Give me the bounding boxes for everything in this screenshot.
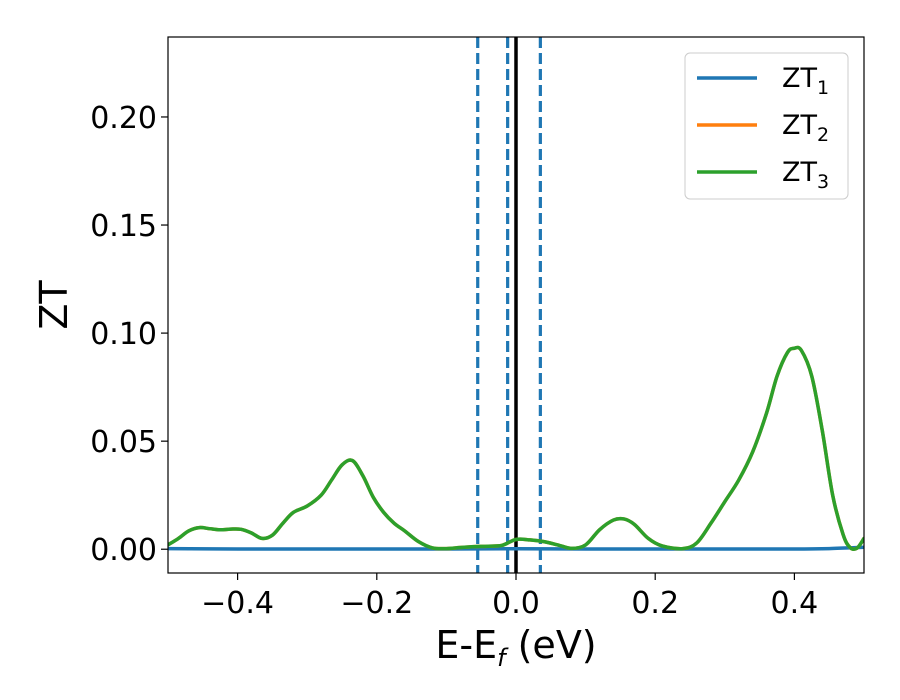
legend-label-zt1: ZT1 (782, 63, 829, 99)
x-tick-label: 0.2 (631, 586, 679, 621)
legend-label-zt2: ZT2 (782, 110, 829, 146)
y-tick-label: 0.15 (90, 209, 157, 244)
y-axis-label: ZT (32, 280, 76, 330)
legend-box (684, 52, 849, 200)
series-line-zt3 (168, 345, 864, 551)
x-axis-label-main: E-E (435, 623, 497, 667)
x-tick-label: 0.0 (492, 586, 540, 621)
x-tick-label: −0.4 (201, 586, 274, 621)
x-tick-label: −0.2 (340, 586, 413, 621)
y-tick-label: 0.10 (90, 317, 157, 352)
series-line-zt1 (168, 545, 864, 551)
legend: ZT1 ZT2 ZT3 (684, 52, 849, 200)
y-tick-label: 0.20 (90, 101, 157, 136)
reference-lines (476, 37, 542, 573)
x-axis-label: E-Ef (eV) (435, 623, 596, 672)
x-tick-label: 0.4 (771, 586, 819, 621)
x-axis-label-unit: (eV) (506, 623, 597, 667)
y-tick-label: 0.05 (90, 425, 157, 460)
y-axis-ticks: 0.00 0.05 0.10 0.15 0.20 (90, 101, 168, 568)
series-layer (168, 345, 864, 551)
legend-label-zt3: ZT3 (782, 157, 829, 193)
x-axis-ticks: −0.4 −0.2 0.0 0.2 0.4 (201, 573, 818, 621)
y-tick-label: 0.00 (90, 533, 157, 568)
